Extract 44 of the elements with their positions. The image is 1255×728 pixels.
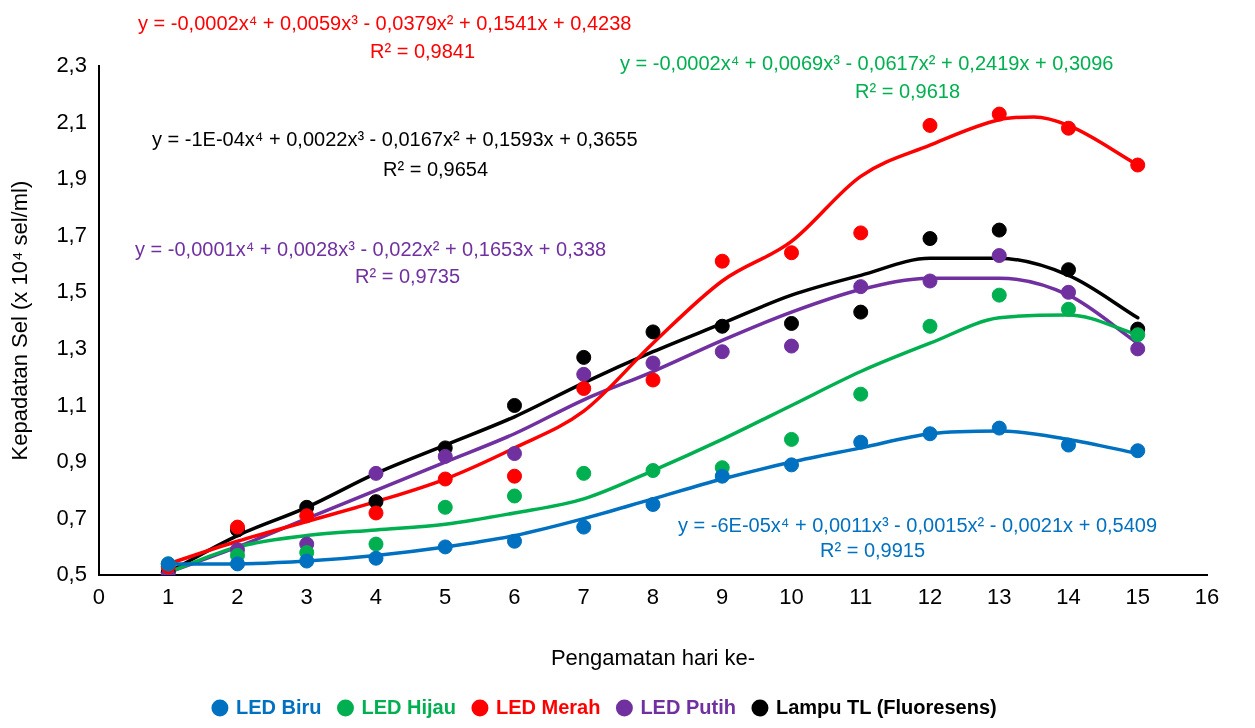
x-tick-label: 6	[508, 584, 521, 610]
y-tick-label: 1,9	[56, 165, 87, 191]
text: y = -0,0002x⁴ + 0,0059x³ - 0,0379x² + 0,1541x + 0,4238	[138, 12, 632, 34]
annotation: y = -6E-05x⁴ + 0,0011x³ - 0,0015x² - 0,0021x + 0,5409	[678, 514, 1158, 536]
x-tick-label: 15	[1125, 584, 1150, 610]
x-tick-label: 4	[369, 584, 383, 610]
legend-label: Lampu TL (Fluoresens)	[775, 695, 997, 718]
x-tick-label: 16	[1194, 584, 1220, 610]
x-tick-label: 8	[646, 584, 660, 610]
x-tick-label: 10	[779, 584, 804, 610]
y-tick-label: 1,1	[56, 391, 87, 417]
y-tick-label: 0,7	[56, 504, 87, 530]
x-tick-label: 12	[917, 584, 943, 610]
annotation: y = -0,0001x⁴ + 0,0028x³ - 0,022x² + 0,1653x + 0,338	[135, 238, 607, 260]
annotation: R² = 0,9654	[383, 158, 489, 180]
annotation: R² = 0,9915	[820, 539, 926, 561]
legend-label: LED Biru	[235, 695, 322, 718]
x-tick-label: 14	[1056, 584, 1081, 610]
x-tick-label: 9	[716, 584, 729, 610]
x-tick-label: 3	[300, 584, 313, 610]
y-tick-label: 1,3	[56, 334, 87, 360]
annotation: y = -1E-04x⁴ + 0,0022x³ - 0,0167x² + 0,1593x + 0,3655	[152, 128, 638, 150]
y-tick-label: 1,5	[56, 278, 87, 304]
y-tick-label: 0,9	[56, 448, 87, 474]
y-tick-label: 0,5	[56, 561, 87, 587]
x-tick-label: 5	[439, 584, 452, 610]
legend-label: LED Putih	[640, 695, 736, 718]
y-tick-label: 1,7	[56, 221, 87, 247]
x-axis-title: Pengamatan hari ke-	[550, 644, 756, 670]
x-tick-label: 1	[162, 584, 175, 610]
annotation: R² = 0,9735	[355, 265, 461, 287]
legend-label: LED Merah	[495, 695, 601, 718]
text: R² = 0,9841	[370, 40, 476, 62]
annotation: R² = 0,9618	[855, 80, 961, 102]
x-tick-label: 0	[92, 584, 106, 610]
x-tick-label: 7	[577, 584, 590, 610]
x-tick-label: 11	[849, 584, 873, 610]
y-tick-label: 2,1	[56, 108, 87, 134]
legend-label: LED Hijau	[361, 695, 456, 718]
annotation: y = -0,0002x⁴ + 0,0069x³ - 0,0617x² + 0,2419x + 0,3096	[620, 52, 1114, 74]
y-tick-label: 2,3	[56, 52, 87, 78]
x-tick-label: 2	[231, 584, 244, 610]
x-tick-label: 13	[987, 584, 1012, 610]
y-axis-title: Kepadatan Sel (x 10⁴ sel/ml)	[7, 180, 33, 461]
